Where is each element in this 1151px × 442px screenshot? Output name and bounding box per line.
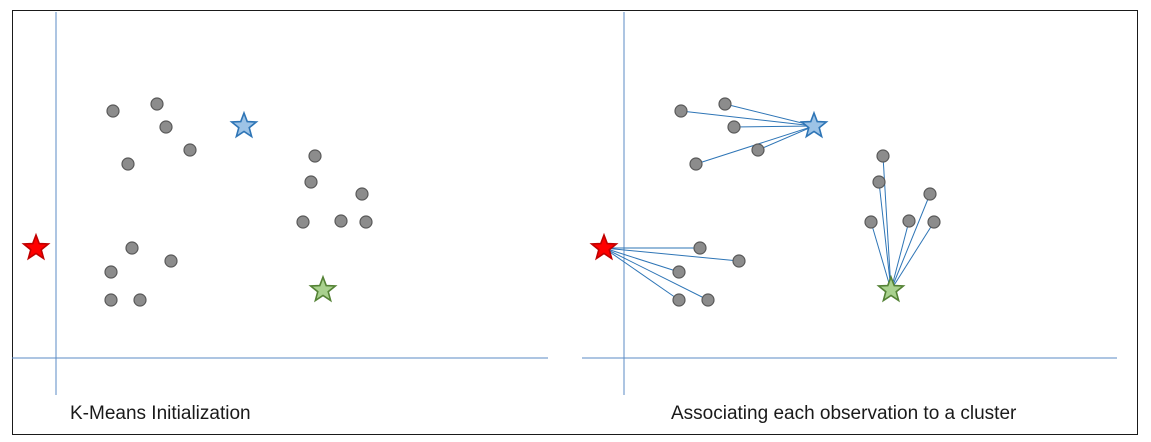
observation-point: [727, 120, 741, 134]
association-line: [680, 110, 815, 127]
association-line: [890, 220, 910, 291]
observation-point: [133, 293, 147, 307]
observation-point: [150, 97, 164, 111]
observation-point: [164, 254, 178, 268]
association-line: [603, 247, 680, 301]
association-line: [603, 247, 680, 273]
panel-initialization: [12, 12, 548, 395]
association-line: [603, 247, 709, 301]
caption-initialization: K-Means Initialization: [70, 403, 251, 424]
observation-point: [359, 215, 373, 229]
green-centroid: [308, 274, 338, 303]
observation-point: [296, 215, 310, 229]
observation-point: [183, 143, 197, 157]
observation-point: [304, 175, 318, 189]
association-line: [733, 125, 815, 128]
observation-point: [121, 157, 135, 171]
panel-association: [582, 12, 1117, 395]
association-line: [882, 155, 892, 291]
observation-points: [672, 97, 941, 307]
red-centroid: [589, 232, 619, 261]
association-line: [603, 247, 740, 262]
observation-point: [334, 214, 348, 228]
association-line: [724, 103, 815, 127]
observation-point: [876, 149, 890, 163]
observation-point: [104, 293, 118, 307]
observation-point: [927, 215, 941, 229]
red-centroid: [21, 232, 51, 261]
observation-point: [701, 293, 715, 307]
association-line: [757, 125, 815, 151]
observation-point: [693, 241, 707, 255]
association-line: [878, 181, 892, 291]
observation-point: [732, 254, 746, 268]
centroid-stars: [21, 110, 338, 303]
green-centroid: [876, 274, 906, 303]
observation-point: [718, 97, 732, 111]
observation-point: [104, 265, 118, 279]
association-line: [890, 221, 935, 291]
blue-centroid: [229, 110, 259, 139]
observation-point: [902, 214, 916, 228]
observation-point: [106, 104, 120, 118]
blue-centroid: [799, 110, 829, 139]
diagram-frame: [12, 10, 1138, 435]
association-line: [870, 221, 892, 291]
observation-point: [872, 175, 886, 189]
centroid-stars: [589, 110, 906, 303]
observation-points: [104, 97, 373, 307]
observation-point: [125, 241, 139, 255]
caption-association: Associating each observation to a cluste…: [671, 403, 1017, 424]
association-line: [890, 193, 931, 291]
observation-point: [751, 143, 765, 157]
observation-point: [923, 187, 937, 201]
observation-point: [159, 120, 173, 134]
observation-point: [864, 215, 878, 229]
observation-point: [672, 265, 686, 279]
observation-point: [672, 293, 686, 307]
observation-point: [674, 104, 688, 118]
association-lines: [603, 103, 935, 301]
observation-point: [308, 149, 322, 163]
observation-point: [355, 187, 369, 201]
observation-point: [689, 157, 703, 171]
